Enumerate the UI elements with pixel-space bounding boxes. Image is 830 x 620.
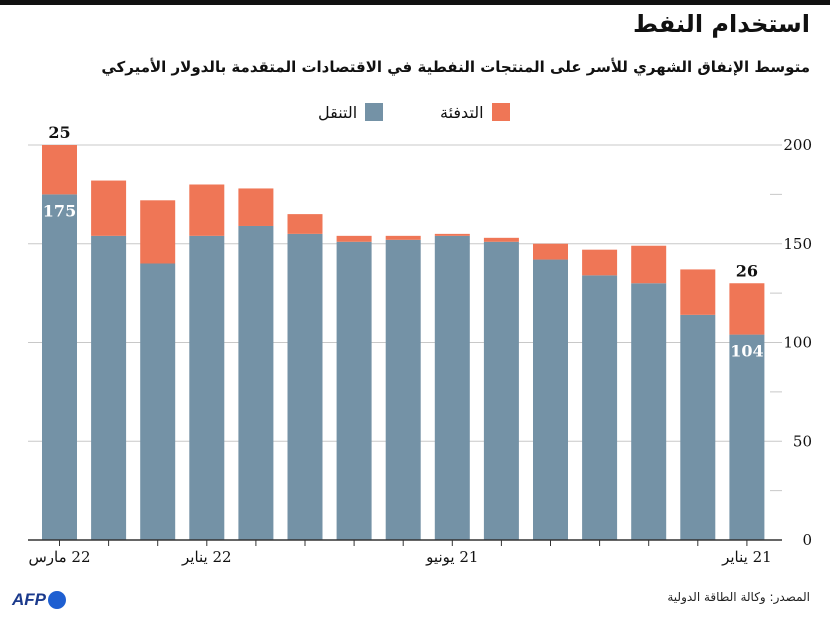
legend-transport-swatch — [365, 103, 384, 121]
x-tick-label: 21 يناير — [721, 548, 772, 566]
bar-transport — [91, 235, 127, 540]
chart-subtitle: متوسط الإنفاق الشهري للأسر على المنتجات … — [101, 58, 810, 76]
bar-heating — [729, 283, 765, 335]
y-tick-label: 50 — [793, 432, 812, 450]
bar-heating — [533, 243, 568, 260]
data-label: 25 — [48, 123, 70, 142]
bar-transport — [42, 194, 77, 540]
data-label: 104 — [730, 342, 763, 361]
bar-heating — [238, 188, 274, 226]
y-tick-label: 100 — [783, 334, 812, 352]
bar-transport — [434, 235, 470, 540]
source-note: المصدر: وكالة الطاقة الدولية — [667, 590, 810, 604]
bar-heating — [189, 184, 225, 236]
bar-heating — [91, 180, 127, 236]
bar-heating — [385, 235, 421, 240]
bar-heating — [631, 245, 667, 284]
y-tick-label: 200 — [783, 136, 812, 154]
bar-transport — [189, 235, 225, 540]
bar-heating — [42, 145, 77, 195]
chart-title: استخدام النفط — [633, 10, 810, 38]
bar-heating — [140, 200, 176, 264]
y-tick-label: 0 — [802, 531, 812, 549]
bar-transport — [238, 225, 274, 540]
y-tick-label: 150 — [783, 235, 812, 253]
bar-transport — [287, 233, 323, 540]
bar-transport — [729, 334, 765, 540]
legend-heating-label: التدفئة — [440, 102, 484, 122]
afp-logo-text: AFP — [12, 590, 46, 609]
afp-logo: AFP — [12, 590, 66, 610]
top-rule — [0, 0, 830, 5]
bar-transport — [582, 275, 618, 540]
data-label: 175 — [43, 201, 76, 220]
x-tick-label: 22 مارس — [28, 548, 90, 566]
legend-heating-swatch — [491, 103, 510, 121]
bar-heating — [582, 249, 618, 276]
bar-heating — [287, 214, 323, 234]
bar-heating — [336, 235, 372, 242]
afp-logo-dot — [48, 591, 66, 609]
data-label: 26 — [736, 261, 758, 280]
x-tick-label: 21 يونيو — [425, 548, 478, 566]
bar-transport — [631, 283, 667, 540]
bar-transport — [680, 314, 716, 540]
bar-transport — [140, 263, 176, 540]
legend-heating: التدفئة — [440, 101, 510, 123]
x-tick-label: 22 يناير — [181, 548, 232, 566]
bar-heating — [680, 269, 716, 315]
bar-transport — [483, 241, 519, 540]
bar-heating — [434, 233, 470, 236]
bar-transport — [336, 241, 372, 540]
legend-transport: التنقل — [318, 101, 384, 123]
bar-heating — [483, 237, 519, 242]
legend-transport-label: التنقل — [318, 102, 358, 122]
bar-transport — [385, 239, 421, 541]
bar-transport — [533, 259, 568, 540]
